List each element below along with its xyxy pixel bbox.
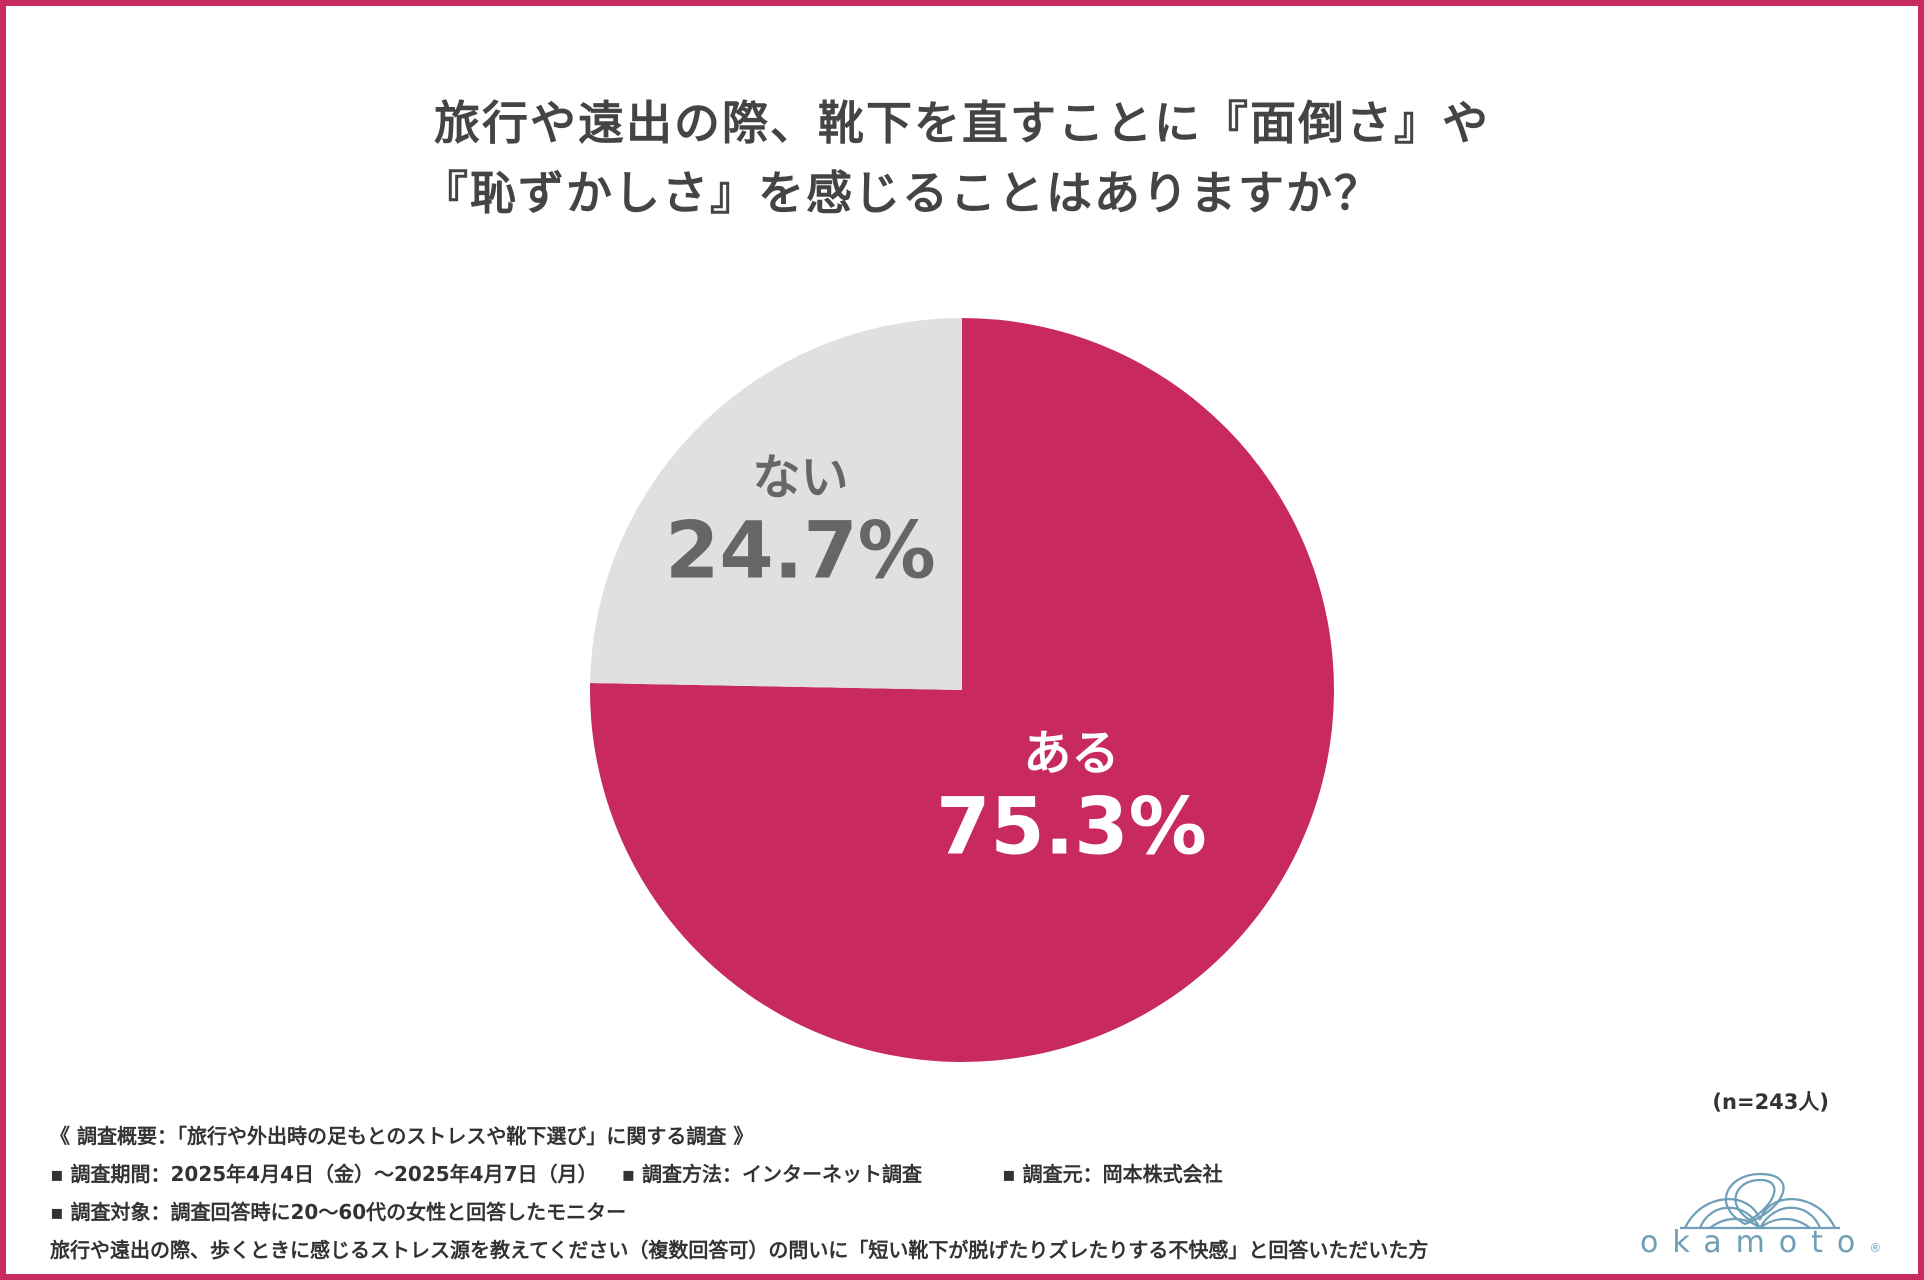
survey-summary: 《 調査概要：「旅行や外出時の足もとのストレスや靴下選び」に関する調査 》 — [50, 1124, 754, 1148]
sample-size: (n=243人) — [1712, 1090, 1829, 1114]
brand-registered-mark: ® — [1869, 1241, 1882, 1255]
pie-slices — [590, 318, 1334, 1062]
survey-source: ▪ 調査元：岡本株式会社 — [1002, 1162, 1223, 1186]
slice-value-yes: 75.3% — [936, 783, 1207, 873]
survey-period: ▪ 調査期間：2025年4月4日（金）〜2025年4月7日（月） — [50, 1162, 598, 1186]
slice-label-no: ない — [752, 449, 848, 505]
pie-slice-yes — [590, 318, 1334, 1062]
okamoto-logo-text: okamoto® — [1640, 1225, 1882, 1260]
survey-notes: 《 調査概要：「旅行や外出時の足もとのストレスや靴下選び」に関する調査 》 ▪ … — [50, 1117, 1428, 1269]
slice-label-yes: ある — [1023, 726, 1119, 782]
survey-method: ▪ 調査方法：インターネット調査 — [621, 1162, 923, 1186]
title-line-1: 旅行や遠出の際、靴下を直すことに『面倒さ』や — [434, 96, 1490, 150]
okamoto-logo-mark — [1680, 1172, 1840, 1230]
survey-condition: 旅行や遠出の際、歩くときに感じるストレス源を教えてください（複数回答可）の問いに… — [50, 1238, 1429, 1262]
survey-target: ▪ 調査対象：調査回答時に20〜60代の女性と回答したモニター — [50, 1200, 627, 1224]
survey-meta-row: ▪ 調査期間：2025年4月4日（金）〜2025年4月7日（月） ▪ 調査方法：イ… — [50, 1155, 1428, 1193]
chart-title: 旅行や遠出の際、靴下を直すことに『面倒さ』や 『恥ずかしさ』を感じることはありま… — [0, 88, 1924, 228]
title-line-2: 『恥ずかしさ』を感じることはありますか？ — [422, 166, 1382, 220]
brand-name: okamoto — [1640, 1225, 1870, 1260]
slice-value-no: 24.7% — [665, 506, 936, 596]
pie-slice-no — [590, 318, 962, 690]
